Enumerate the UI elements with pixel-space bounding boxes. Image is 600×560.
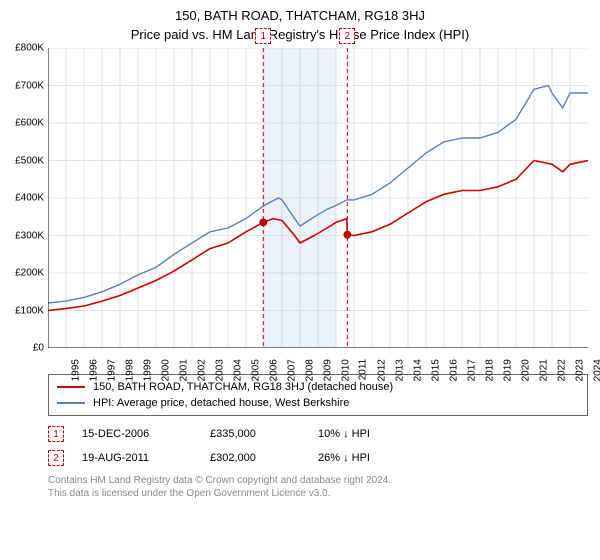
x-axis-label: 2015: [426, 359, 441, 381]
y-axis-label: £200K: [15, 268, 48, 279]
x-axis-label: 2018: [480, 359, 495, 381]
sale-date: 19-AUG-2011: [82, 452, 192, 464]
x-axis-label: 2010: [336, 359, 351, 381]
x-axis-label: 2012: [372, 359, 387, 381]
sale-marker-badge: 1: [48, 426, 64, 442]
chart-area: 12£0£100K£200K£300K£400K£500K£600K£700K£…: [48, 48, 588, 348]
sale-date: 15-DEC-2006: [82, 428, 192, 440]
legend-item: 150, BATH ROAD, THATCHAM, RG18 3HJ (deta…: [57, 379, 579, 395]
x-axis-label: 2006: [264, 359, 279, 381]
x-axis-label: 2016: [444, 359, 459, 381]
x-axis-label: 2014: [408, 359, 423, 381]
x-axis-label: 2023: [570, 359, 585, 381]
x-axis-label: 2017: [462, 359, 477, 381]
x-axis-label: 1996: [84, 359, 99, 381]
x-axis-label: 2003: [210, 359, 225, 381]
y-axis-label: £600K: [15, 118, 48, 129]
legend-swatch: [57, 386, 85, 388]
x-axis-label: 1998: [120, 359, 135, 381]
line-chart: [48, 48, 588, 348]
x-axis-label: 2000: [156, 359, 171, 381]
table-row: 2 19-AUG-2011 £302,000 26% ↓ HPI: [48, 446, 588, 470]
chart-marker-badge: 1: [255, 28, 271, 44]
page: 150, BATH ROAD, THATCHAM, RG18 3HJ Price…: [0, 0, 600, 500]
legend-label: HPI: Average price, detached house, West…: [93, 397, 349, 409]
x-axis-label: 2024: [588, 359, 600, 381]
sale-price: £302,000: [210, 452, 300, 464]
sale-marker-badge: 2: [48, 450, 64, 466]
x-axis-label: 1997: [102, 359, 117, 381]
x-axis-label: 2008: [300, 359, 315, 381]
sale-delta: 26% ↓ HPI: [318, 452, 428, 464]
x-axis-label: 2022: [552, 359, 567, 381]
x-axis-label: 2007: [282, 359, 297, 381]
table-row: 1 15-DEC-2006 £335,000 10% ↓ HPI: [48, 422, 588, 446]
x-axis-label: 2020: [516, 359, 531, 381]
x-axis-label: 1995: [66, 359, 81, 381]
legend-swatch: [57, 402, 85, 404]
x-axis-label: 2019: [498, 359, 513, 381]
legend-label: 150, BATH ROAD, THATCHAM, RG18 3HJ (deta…: [93, 381, 393, 393]
y-axis-label: £500K: [15, 155, 48, 166]
chart-title: 150, BATH ROAD, THATCHAM, RG18 3HJ: [0, 0, 600, 23]
sale-delta: 10% ↓ HPI: [318, 428, 428, 440]
y-axis-label: £700K: [15, 80, 48, 91]
sales-table: 1 15-DEC-2006 £335,000 10% ↓ HPI 2 19-AU…: [48, 422, 588, 470]
footer-line: This data is licensed under the Open Gov…: [48, 487, 588, 500]
chart-marker-badge: 2: [339, 28, 355, 44]
x-axis-label: 2021: [534, 359, 549, 381]
y-axis-label: £800K: [15, 43, 48, 54]
x-axis-label: 2011: [354, 359, 369, 381]
x-axis-label: 2005: [246, 359, 261, 381]
y-axis-label: £0: [33, 343, 48, 354]
x-axis-label: 2004: [228, 359, 243, 381]
chart-subtitle: Price paid vs. HM Land Registry's House …: [0, 23, 600, 48]
x-axis-label: 1999: [138, 359, 153, 381]
y-axis-label: £100K: [15, 305, 48, 316]
footer-line: Contains HM Land Registry data © Crown c…: [48, 474, 588, 487]
x-axis-label: 2013: [390, 359, 405, 381]
x-axis-label: 2009: [318, 359, 333, 381]
y-axis-label: £400K: [15, 193, 48, 204]
x-axis-label: 2002: [192, 359, 207, 381]
x-axis-label: 2001: [174, 359, 189, 381]
footer-attribution: Contains HM Land Registry data © Crown c…: [48, 474, 588, 500]
y-axis-label: £300K: [15, 230, 48, 241]
sale-price: £335,000: [210, 428, 300, 440]
legend-item: HPI: Average price, detached house, West…: [57, 395, 579, 411]
